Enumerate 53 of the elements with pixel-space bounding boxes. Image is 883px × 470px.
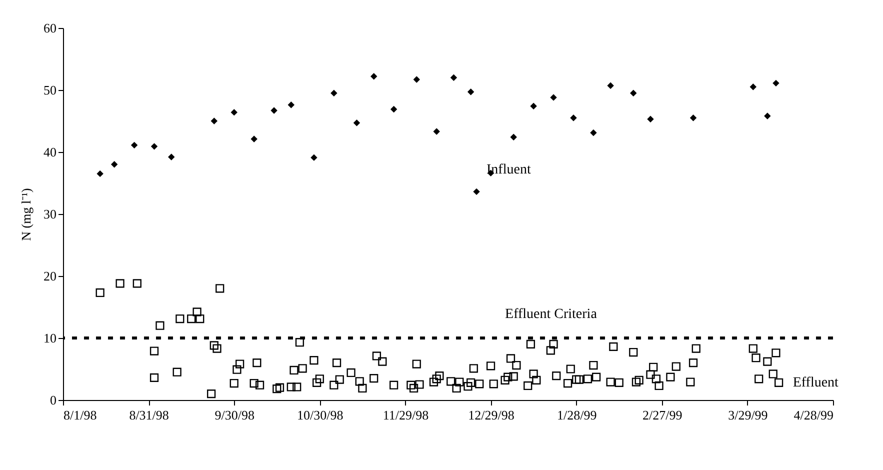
point xyxy=(433,128,440,135)
point xyxy=(353,120,360,126)
point xyxy=(570,114,577,122)
point xyxy=(550,94,557,101)
x-tick-label: 10/30/98 xyxy=(297,408,344,422)
y-tick-label: 20 xyxy=(44,268,56,284)
point xyxy=(590,129,597,136)
y-tick-label: 40 xyxy=(44,144,56,160)
y-tick-label: 50 xyxy=(44,82,56,98)
point xyxy=(310,154,318,161)
ref-line-label: Effluent Criteria xyxy=(505,307,598,322)
x-tick-label: 8/31/98 xyxy=(129,408,169,422)
y-tick-label: 60 xyxy=(44,20,56,36)
point xyxy=(690,114,697,122)
point xyxy=(250,136,258,142)
x-tick-label: 11/29/98 xyxy=(382,408,429,422)
series-label: Effluent xyxy=(792,376,839,391)
y-tick-label: 0 xyxy=(50,392,56,408)
point xyxy=(110,161,118,168)
point xyxy=(450,74,458,81)
point xyxy=(330,90,338,96)
point xyxy=(413,76,420,83)
x-tick-label: 8/1/98 xyxy=(64,408,97,422)
series-label: Influent xyxy=(486,162,531,178)
point xyxy=(530,102,537,110)
point xyxy=(168,154,175,160)
point xyxy=(473,188,480,196)
y-tick-label: 30 xyxy=(44,206,56,222)
point xyxy=(270,107,278,114)
x-tick-label: 3/29/99 xyxy=(728,408,768,422)
point xyxy=(630,90,637,96)
point xyxy=(370,73,378,80)
y-axis-title: N (mg l⁻¹) xyxy=(18,188,34,241)
point xyxy=(607,82,614,90)
point xyxy=(764,112,771,120)
x-tick-label: 9/30/98 xyxy=(214,408,254,422)
point xyxy=(150,143,158,150)
point xyxy=(288,102,294,108)
point xyxy=(467,88,474,96)
point xyxy=(750,84,756,90)
x-tick-label: 1/28/99 xyxy=(556,408,597,422)
point xyxy=(390,106,398,113)
point xyxy=(96,170,104,178)
point xyxy=(210,118,218,124)
x-tick-label: 4/28/99 xyxy=(794,408,834,422)
point xyxy=(772,80,780,87)
point xyxy=(130,142,138,149)
point xyxy=(647,116,654,122)
x-tick-label: 2/27/99 xyxy=(642,408,682,422)
y-tick-label: 10 xyxy=(44,330,56,346)
point xyxy=(510,134,517,140)
x-tick-label: 12/29/98 xyxy=(468,408,514,422)
point xyxy=(230,108,238,116)
